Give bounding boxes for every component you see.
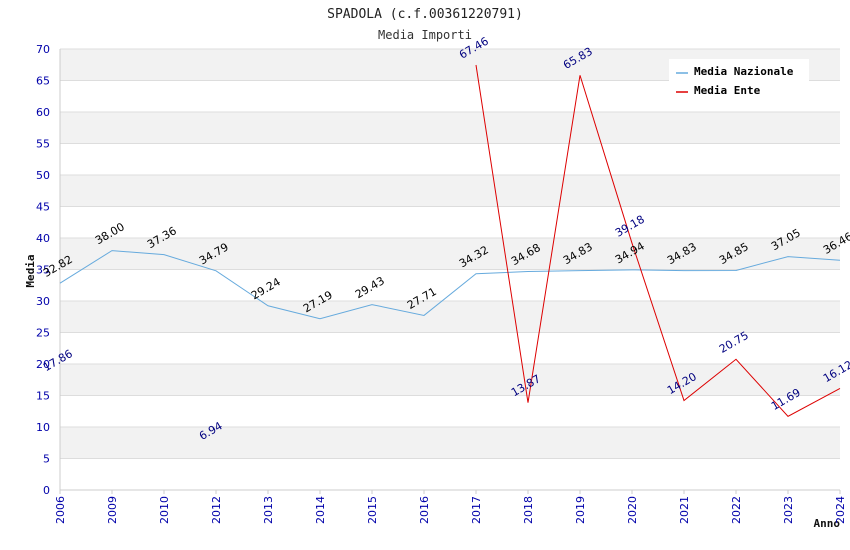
y-tick-label: 40 [36, 232, 50, 245]
legend: Media Nazionale Media Ente [669, 59, 809, 101]
y-ticks: 0 5 10 15 20 25 30 35 40 45 50 55 60 65 70 [36, 43, 50, 497]
x-tick-label: 2021 [678, 496, 691, 524]
series-line-media-nazionale [59, 250, 841, 320]
x-tick-label: 2018 [522, 496, 535, 524]
grid-band [60, 332, 840, 364]
x-tick-label: 2022 [730, 496, 743, 524]
grid-band [60, 175, 840, 207]
chart-title: SPADOLA (c.f.00361220791) [327, 7, 523, 22]
y-tick-label: 35 [36, 264, 50, 277]
chart-subtitle: Media Importi [378, 28, 472, 42]
x-tick-label: 2017 [470, 496, 483, 524]
x-tick-label: 2020 [626, 496, 639, 524]
y-axis-label: Media [24, 254, 37, 287]
grid-band [60, 395, 840, 427]
y-tick-label: 15 [36, 390, 50, 403]
y-tick-label: 25 [36, 327, 50, 340]
y-tick-label: 10 [36, 421, 50, 434]
x-tick-label: 2013 [262, 496, 275, 524]
y-tick-label: 0 [43, 484, 50, 497]
y-tick-label: 5 [43, 453, 50, 466]
y-tick-label: 30 [36, 295, 50, 308]
y-tick-label: 45 [36, 201, 50, 214]
grid-band [60, 206, 840, 238]
x-tick-label: 2023 [782, 496, 795, 524]
x-tick-label: 2014 [314, 496, 327, 524]
y-tick-label: 60 [36, 106, 50, 119]
y-tick-label: 65 [36, 75, 50, 88]
legend-box [669, 59, 809, 101]
grid-band [60, 364, 840, 396]
y-tick-label: 50 [36, 169, 50, 182]
x-tick-label: 2012 [210, 496, 223, 524]
grid-band [60, 238, 840, 270]
x-tick-label: 2009 [106, 496, 119, 524]
y-tick-label: 55 [36, 138, 50, 151]
x-tick-label: 2006 [54, 496, 67, 524]
grid-band [60, 427, 840, 459]
series-line-media-ente [475, 64, 841, 417]
y-tick-label: 20 [36, 358, 50, 371]
x-tick-label: 2024 [834, 496, 847, 524]
x-tick-label: 2016 [418, 496, 431, 524]
grid-band [60, 143, 840, 175]
x-ticks: 2006 2009 2010 2012 2013 2014 2015 2016 2017 2018… [54, 490, 847, 524]
legend-label-media-ente: Media Ente [694, 84, 761, 97]
x-tick-label: 2010 [158, 496, 171, 524]
grid-band [60, 269, 840, 301]
grid-band [60, 458, 840, 490]
x-tick-label: 2019 [574, 496, 587, 524]
x-axis-label: Anno [814, 517, 841, 530]
grid-band [60, 301, 840, 333]
grid-bands [59, 48, 840, 491]
series-lines [59, 64, 841, 417]
legend-label-media-nazionale: Media Nazionale [694, 65, 794, 78]
grid-band [60, 112, 840, 144]
x-tick-label: 2015 [366, 496, 379, 524]
y-tick-label: 70 [36, 43, 50, 56]
